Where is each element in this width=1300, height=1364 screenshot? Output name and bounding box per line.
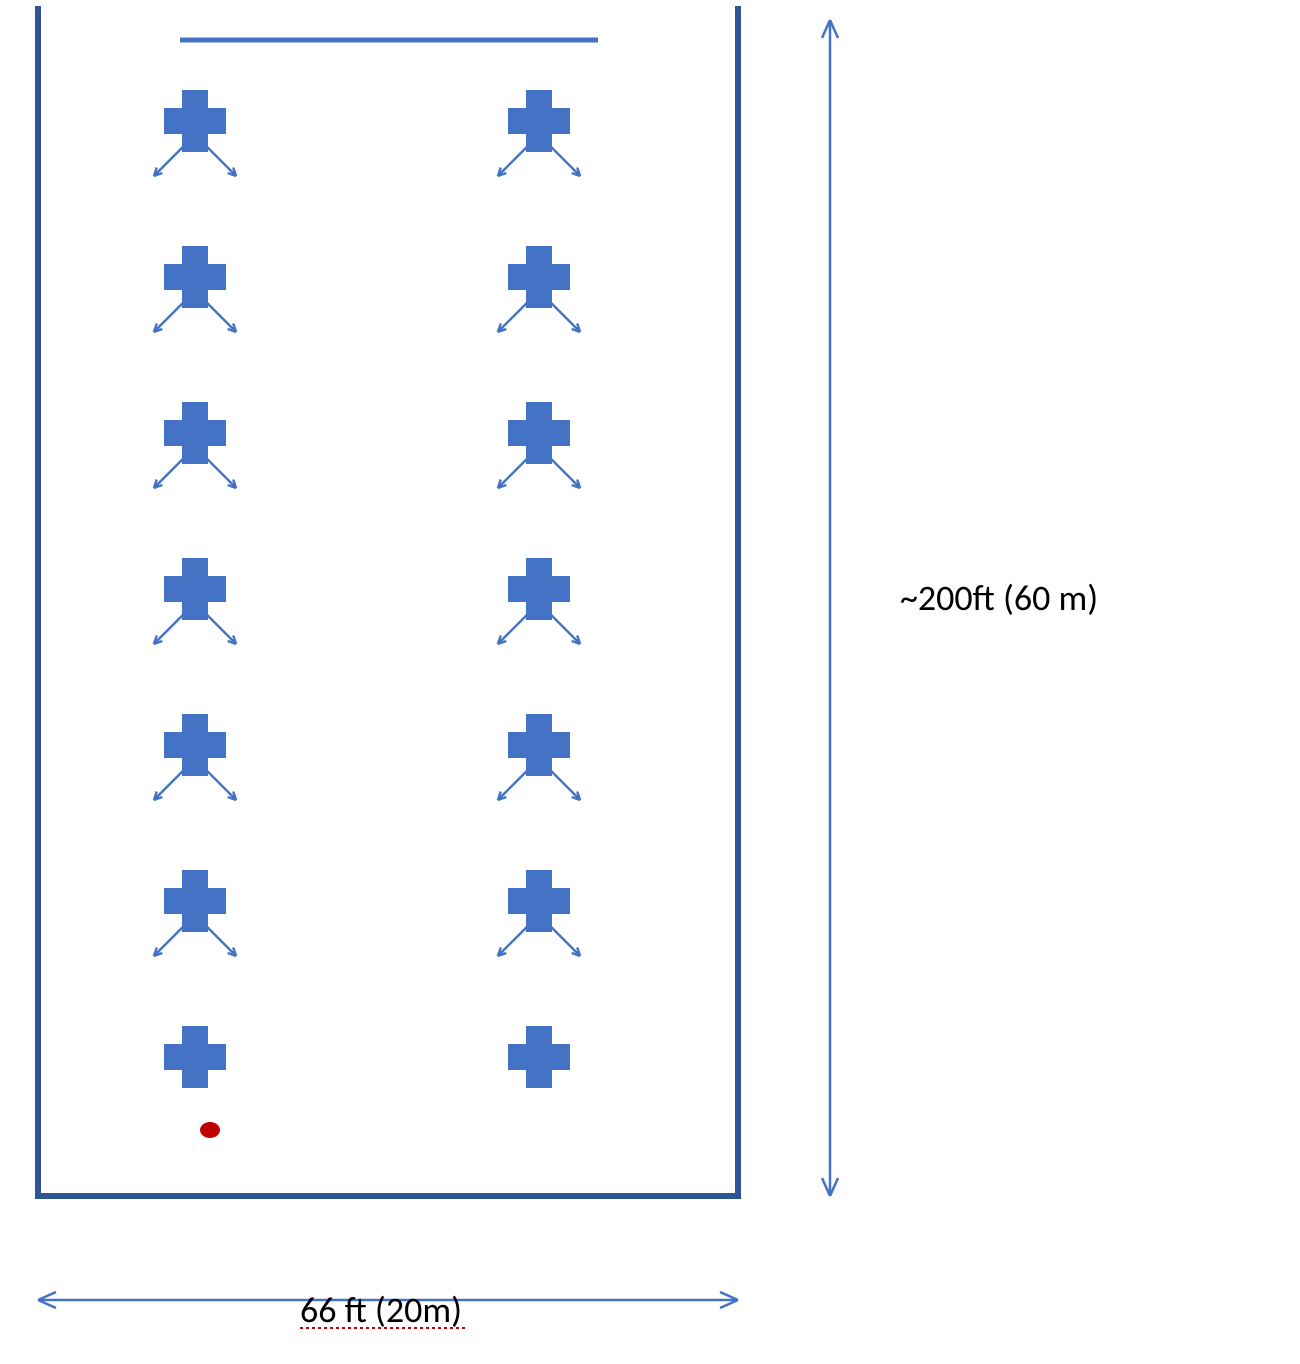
- station-cross: [164, 870, 226, 932]
- station-icon: [154, 90, 236, 176]
- station-icon: [154, 402, 236, 488]
- diagram-canvas: 66 ft (20m) ~200ft (60 m): [0, 0, 1300, 1364]
- station-cross: [508, 402, 570, 464]
- direction-arrow: [550, 146, 580, 176]
- width-dimension-label: 66 ft (20m): [300, 1288, 462, 1332]
- direction-arrow: [550, 614, 580, 644]
- direction-arrow: [206, 302, 236, 332]
- height-dimension-label: ~200ft (60 m): [900, 576, 1098, 620]
- direction-arrow: [550, 770, 580, 800]
- direction-arrow: [154, 614, 184, 644]
- station-icon: [154, 558, 236, 644]
- station-cross: [164, 90, 226, 152]
- station-icon: [154, 246, 236, 332]
- direction-arrow: [154, 926, 184, 956]
- direction-arrow: [206, 926, 236, 956]
- direction-arrow: [154, 146, 184, 176]
- station-cross: [164, 558, 226, 620]
- station-icon: [498, 90, 580, 176]
- direction-arrow: [498, 926, 528, 956]
- station-icon: [154, 714, 236, 800]
- direction-arrow: [154, 458, 184, 488]
- station-icon: [498, 870, 580, 956]
- direction-arrow: [206, 458, 236, 488]
- direction-arrow: [498, 614, 528, 644]
- marker-dot: [200, 1122, 220, 1138]
- station-cross: [164, 714, 226, 776]
- station-cross: [164, 1026, 226, 1088]
- direction-arrow: [550, 458, 580, 488]
- station-cross: [508, 90, 570, 152]
- direction-arrow: [206, 770, 236, 800]
- direction-arrow: [498, 770, 528, 800]
- station-cross: [164, 402, 226, 464]
- station-icon: [498, 558, 580, 644]
- direction-arrow: [206, 614, 236, 644]
- direction-arrow: [498, 302, 528, 332]
- direction-arrow: [154, 302, 184, 332]
- diagram-svg: [0, 0, 1300, 1364]
- station-cross: [164, 246, 226, 308]
- station-icon: [164, 1026, 226, 1088]
- direction-arrow: [154, 770, 184, 800]
- direction-arrow: [206, 146, 236, 176]
- station-cross: [508, 246, 570, 308]
- station-cross: [508, 1026, 570, 1088]
- direction-arrow: [550, 926, 580, 956]
- station-icon: [154, 870, 236, 956]
- direction-arrow: [498, 146, 528, 176]
- direction-arrow: [550, 302, 580, 332]
- station-icon: [498, 714, 580, 800]
- station-cross: [508, 714, 570, 776]
- station-cross: [508, 870, 570, 932]
- direction-arrow: [498, 458, 528, 488]
- field-border: [38, 6, 738, 1196]
- station-icon: [508, 1026, 570, 1088]
- station-icon: [498, 246, 580, 332]
- station-icon: [498, 402, 580, 488]
- station-cross: [508, 558, 570, 620]
